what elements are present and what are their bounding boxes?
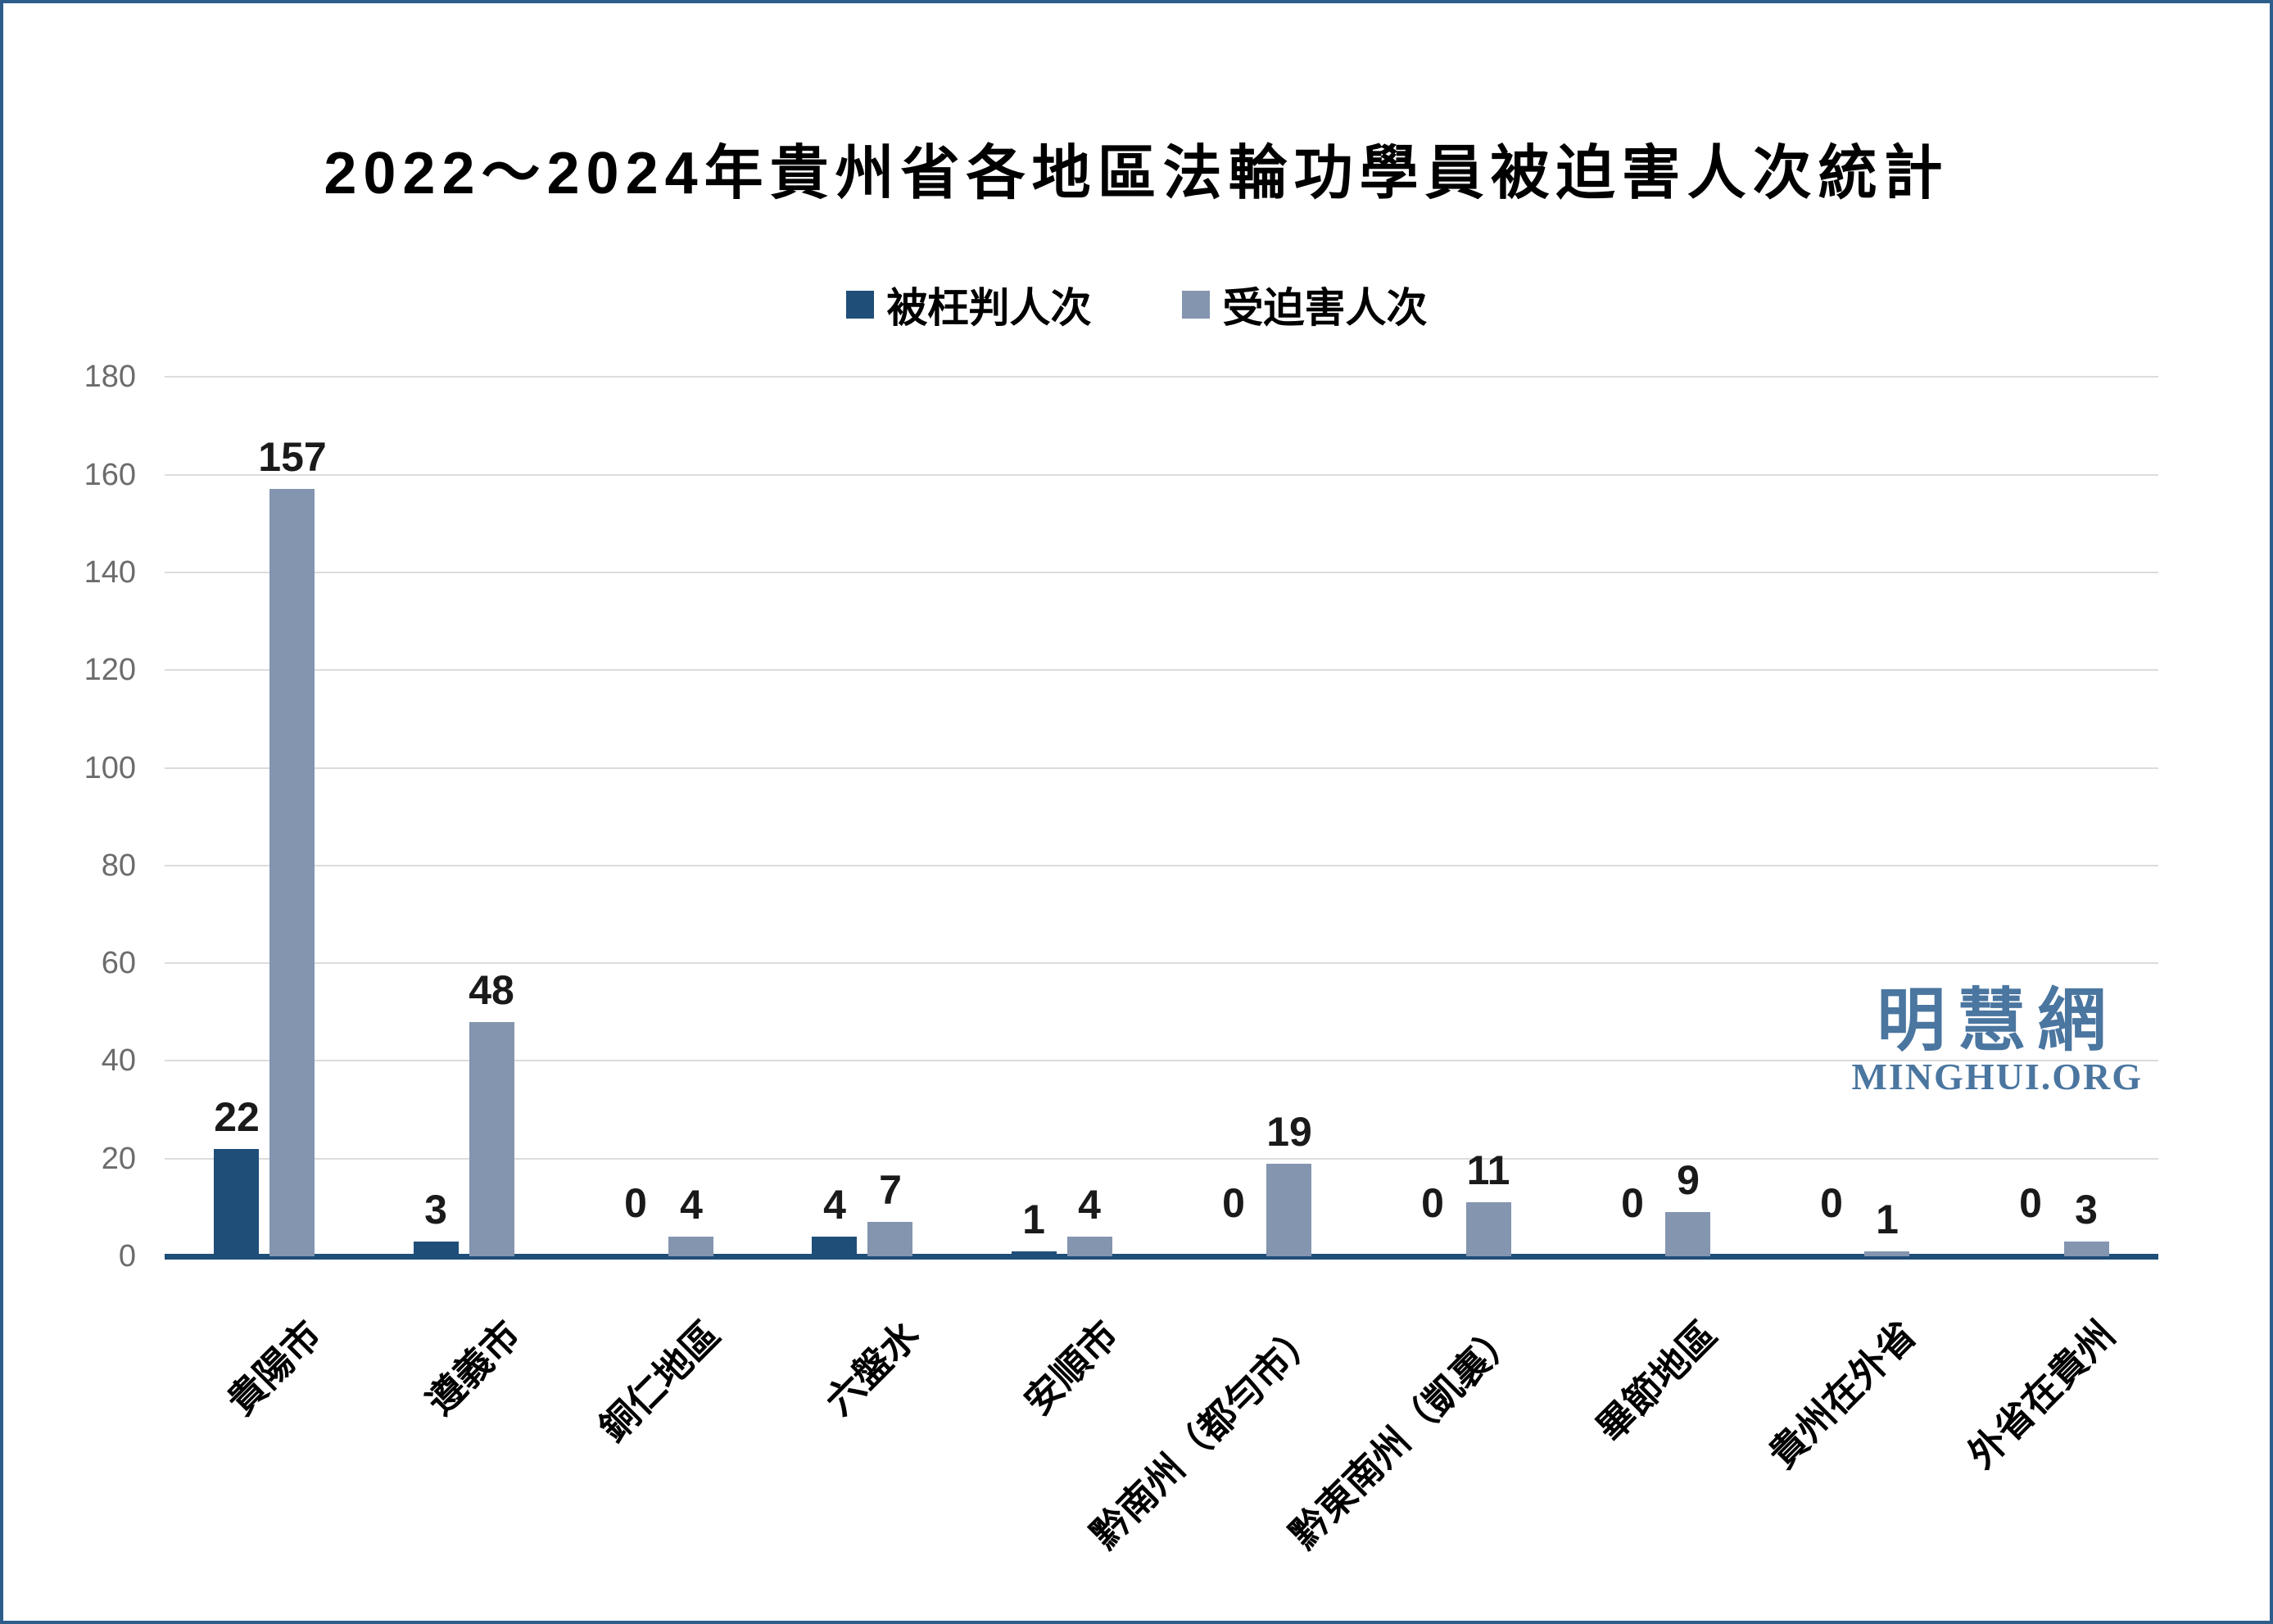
- y-tick-label: 120: [84, 653, 136, 688]
- y-tick-label: 160: [84, 457, 136, 492]
- bar-value-label: 0: [624, 1180, 647, 1226]
- plot-area: 0 20 40 60 80 100 120 140 160 180 22 157 貴陽市 3 48 遵義市 0 4…: [3, 3, 2270, 1621]
- gridline: [165, 767, 2158, 769]
- bar-value-label: 0: [1621, 1180, 1644, 1226]
- gridline: [165, 962, 2158, 965]
- bar-persecuted: [1665, 1212, 1710, 1256]
- x-category-label: 畢節地區: [1587, 1313, 1725, 1450]
- chart-title: 2022～2024年貴州省各地區法輪功學員被迫害人次統計: [324, 141, 1949, 206]
- x-category-label: 六盤水: [817, 1313, 927, 1423]
- gridline: [165, 864, 2158, 866]
- bar-value-label: 11: [1466, 1147, 1510, 1193]
- y-tick-label: 20: [101, 1141, 136, 1176]
- bar-sentenced: [1012, 1251, 1057, 1256]
- legend-swatch-dark-blue: [845, 291, 874, 319]
- bar-value-label: 7: [879, 1167, 902, 1213]
- bar-persecuted: [2064, 1242, 2109, 1256]
- minghui-logo-cjk: 明慧網: [1877, 979, 2118, 1061]
- y-tick-label: 60: [101, 946, 136, 981]
- bar-value-label: 4: [680, 1182, 703, 1228]
- legend: 被枉判人次 受迫害人次: [3, 275, 2270, 334]
- bar-persecuted: [269, 489, 315, 1256]
- bar-value-label: 4: [823, 1182, 846, 1228]
- gridline: [165, 1157, 2158, 1160]
- bar-value-label: 0: [1820, 1180, 1843, 1226]
- minghui-watermark: 明慧網 MINGHUI.ORG: [1852, 984, 2144, 1097]
- bar-persecuted: [668, 1237, 713, 1256]
- x-category-label: 貴陽市: [219, 1313, 329, 1423]
- bar-value-label: 3: [2075, 1187, 2098, 1233]
- bar-value-label: 22: [214, 1094, 260, 1140]
- y-tick-label: 180: [84, 360, 136, 395]
- y-tick-label: 140: [84, 554, 136, 590]
- bar-persecuted: [1266, 1164, 1311, 1256]
- x-category-label: 遵義市: [418, 1313, 528, 1423]
- gridline: [165, 669, 2158, 672]
- legend-entry-persecuted: 受迫害人次: [1181, 275, 1428, 334]
- bar-persecuted: [1864, 1251, 1909, 1256]
- bar-persecuted: [1067, 1237, 1112, 1256]
- bar-sentenced: [214, 1149, 259, 1256]
- legend-entry-sentenced: 被枉判人次: [845, 275, 1092, 334]
- bar-persecuted: [867, 1222, 912, 1256]
- x-category-label: 銅仁地區: [591, 1313, 728, 1450]
- gridline: [165, 1060, 2158, 1062]
- bar-persecuted: [1466, 1202, 1511, 1256]
- legend-label: 被枉判人次: [886, 285, 1092, 331]
- bar-value-label: 0: [1421, 1180, 1444, 1226]
- bar-value-label: 0: [2019, 1180, 2042, 1226]
- bar-value-label: 1: [1022, 1197, 1045, 1242]
- y-tick-label: 80: [101, 848, 136, 883]
- bar-value-label: 3: [424, 1187, 447, 1233]
- y-tick-label: 100: [84, 750, 136, 785]
- y-tick-label: 0: [118, 1239, 136, 1273]
- x-category-label: 安順市: [1016, 1313, 1127, 1423]
- x-category-label: 外省在貴州: [1959, 1313, 2124, 1477]
- bar-value-label: 19: [1266, 1109, 1312, 1155]
- gridline: [165, 376, 2158, 378]
- bar-sentenced: [414, 1242, 459, 1256]
- gridline: [165, 473, 2158, 476]
- legend-swatch-light-blue: [1181, 291, 1210, 319]
- minghui-logo-latin: MINGHUI.ORG: [1851, 1056, 2143, 1097]
- bar-value-label: 9: [1677, 1157, 1700, 1203]
- bar-value-label: 157: [258, 434, 327, 480]
- bar-persecuted: [469, 1022, 514, 1256]
- legend-label: 受迫害人次: [1222, 285, 1428, 331]
- bar-value-label: 4: [1078, 1182, 1101, 1228]
- bar-sentenced: [812, 1237, 857, 1256]
- x-category-label: 貴州在外省: [1760, 1313, 1924, 1477]
- bar-value-label: 0: [1222, 1180, 1245, 1226]
- y-tick-label: 40: [101, 1043, 136, 1079]
- gridline: [165, 571, 2158, 573]
- bar-value-label: 1: [1876, 1197, 1899, 1242]
- x-axis-line: [165, 1254, 2158, 1260]
- bar-value-label: 48: [469, 967, 514, 1013]
